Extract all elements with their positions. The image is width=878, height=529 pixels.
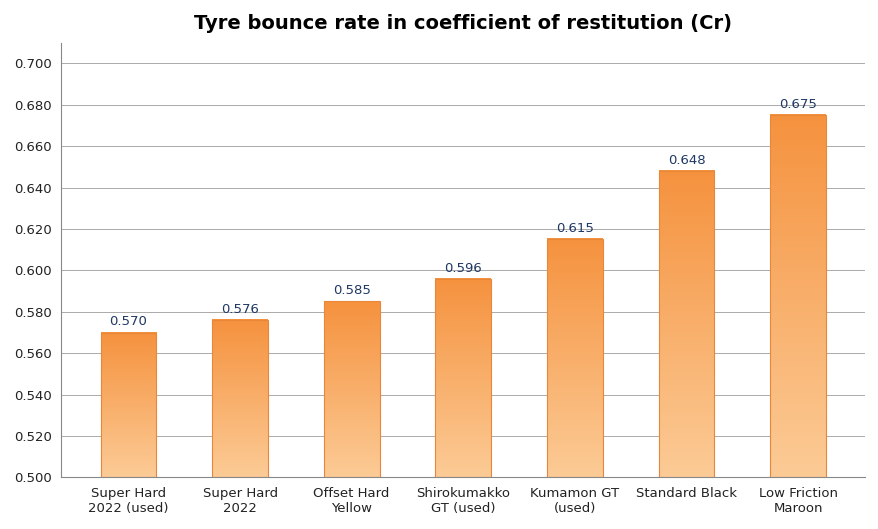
Title: Tyre bounce rate in coefficient of restitution (Cr): Tyre bounce rate in coefficient of resti… [194, 14, 731, 33]
Text: 0.576: 0.576 [221, 303, 259, 316]
Text: 0.585: 0.585 [333, 284, 371, 297]
Bar [323, 302, 379, 477]
Text: 0.615: 0.615 [556, 222, 594, 235]
Text: 0.596: 0.596 [444, 261, 482, 275]
Bar [212, 320, 268, 477]
Text: 0.675: 0.675 [778, 98, 817, 111]
Bar [658, 171, 714, 477]
Bar [546, 240, 602, 477]
Bar [769, 115, 825, 477]
Bar [100, 333, 156, 477]
Bar [435, 279, 491, 477]
Text: 0.570: 0.570 [110, 315, 148, 329]
Text: 0.648: 0.648 [667, 154, 704, 167]
